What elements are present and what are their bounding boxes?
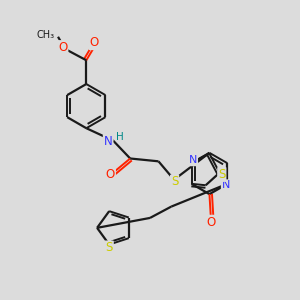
Text: S: S: [171, 176, 178, 188]
Text: O: O: [206, 216, 215, 229]
Text: O: O: [58, 41, 68, 54]
Text: N: N: [189, 155, 197, 165]
Text: N: N: [104, 135, 112, 148]
Text: O: O: [106, 168, 115, 181]
Text: O: O: [90, 36, 99, 49]
Text: CH₃: CH₃: [37, 30, 55, 40]
Text: S: S: [106, 242, 113, 254]
Text: H: H: [116, 132, 123, 142]
Text: S: S: [218, 168, 226, 181]
Text: N: N: [222, 180, 230, 190]
